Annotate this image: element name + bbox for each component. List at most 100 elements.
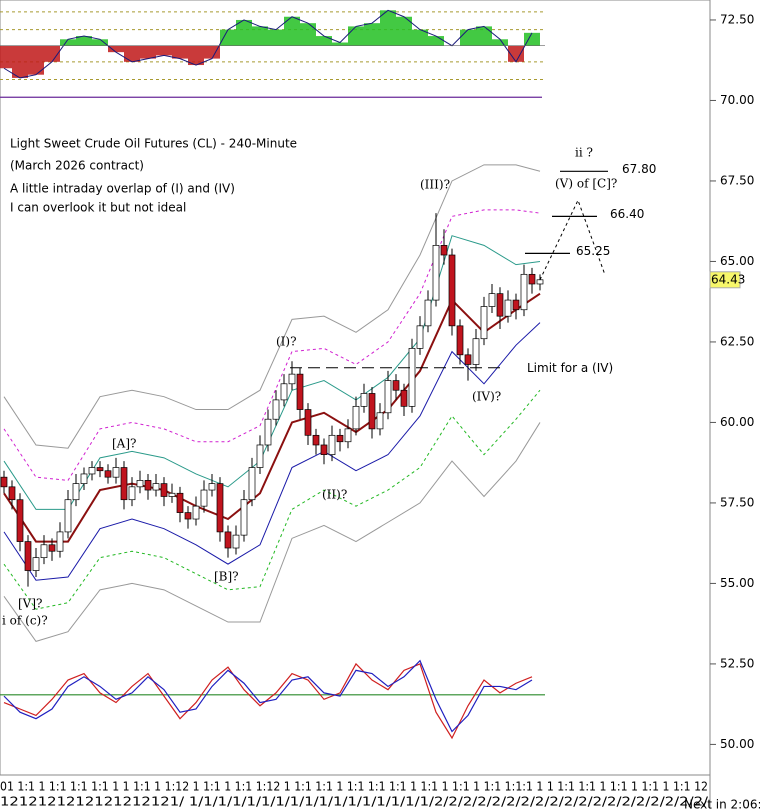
candle-body bbox=[152, 483, 160, 491]
oscillator-line bbox=[3, 662, 533, 740]
y-tick-label: 65.00 bbox=[720, 254, 754, 268]
candle-body bbox=[104, 470, 112, 478]
oscillator-line bbox=[3, 659, 533, 733]
candle-body bbox=[208, 483, 216, 491]
projection-line bbox=[539, 198, 606, 281]
candle-body bbox=[464, 354, 472, 365]
candle-body bbox=[328, 434, 336, 455]
candle-body bbox=[376, 412, 384, 430]
indicator-bar bbox=[140, 45, 156, 59]
candle-body bbox=[424, 299, 432, 327]
band-line bbox=[3, 209, 541, 481]
candle-body bbox=[16, 499, 24, 542]
indicator-bar bbox=[348, 26, 364, 46]
candle-body bbox=[96, 467, 104, 472]
y-tick-label: 72.50 bbox=[720, 12, 754, 26]
wave-label: ii ? bbox=[575, 146, 593, 160]
indicator-bar bbox=[460, 29, 476, 46]
candle-body bbox=[264, 418, 272, 446]
candle-body bbox=[504, 299, 512, 317]
indicator-bar bbox=[396, 16, 412, 46]
candle-body bbox=[160, 483, 168, 497]
candle-body bbox=[272, 399, 280, 420]
candle-body bbox=[80, 473, 88, 484]
chart-subtitle: (March 2026 contract) bbox=[10, 159, 144, 173]
note: I can overlook it but not ideal bbox=[10, 201, 186, 215]
candle-body bbox=[128, 486, 136, 501]
candle-body bbox=[8, 486, 16, 501]
indicator-bar bbox=[172, 45, 188, 59]
wave-label: (I)? bbox=[276, 335, 297, 349]
candle-body bbox=[184, 512, 192, 520]
band-line bbox=[3, 164, 541, 449]
y-tick-label: 50.00 bbox=[720, 737, 754, 751]
indicator-bar bbox=[524, 32, 540, 46]
candle-body bbox=[496, 293, 504, 317]
candle-body bbox=[360, 393, 368, 407]
y-tick-label: 57.50 bbox=[720, 495, 754, 509]
candle-body bbox=[248, 467, 256, 501]
candle-body bbox=[408, 348, 416, 407]
candle-body bbox=[48, 544, 56, 552]
candle-body bbox=[168, 492, 176, 497]
y-tick-label: 52.50 bbox=[720, 656, 754, 670]
candle-body bbox=[176, 492, 184, 513]
indicator-bar bbox=[60, 39, 76, 46]
note: A little intraday overlap of (I) and (IV… bbox=[10, 182, 235, 196]
countdown: Next in 2:06:57 bbox=[684, 798, 760, 809]
indicator-bar bbox=[380, 10, 396, 46]
band-line bbox=[3, 292, 541, 543]
candle-body bbox=[520, 273, 528, 311]
candle-body bbox=[448, 254, 456, 327]
indicator-bar bbox=[412, 29, 428, 46]
wave-label: [B]? bbox=[214, 570, 239, 584]
wave-label: [A]? bbox=[112, 437, 136, 451]
level-label: 66.40 bbox=[610, 207, 644, 221]
indicator-bar bbox=[188, 45, 204, 66]
candle-body bbox=[240, 499, 248, 536]
candle-body bbox=[64, 499, 72, 533]
limit-label: Limit for a (IV) bbox=[527, 361, 613, 375]
candle-body bbox=[192, 505, 200, 520]
band-line bbox=[3, 389, 541, 610]
level-label: 67.80 bbox=[622, 162, 656, 176]
price-label: 64.43 bbox=[711, 272, 745, 286]
indicator-bar bbox=[76, 36, 92, 46]
indicator-bar bbox=[204, 45, 220, 59]
wave-label: (II)? bbox=[322, 488, 347, 502]
candle-body bbox=[32, 557, 40, 571]
candle-body bbox=[304, 409, 312, 436]
indicator-bar bbox=[156, 45, 172, 56]
candle-body bbox=[288, 373, 296, 385]
candle-body bbox=[352, 405, 360, 430]
candle-body bbox=[384, 380, 392, 414]
candle-body bbox=[200, 489, 208, 507]
indicator-bar bbox=[364, 23, 380, 46]
plot-frame bbox=[0, 0, 711, 776]
indicator-bar bbox=[332, 42, 348, 46]
candle-body bbox=[472, 338, 480, 365]
indicator-bar bbox=[12, 45, 28, 78]
candle-body bbox=[120, 467, 128, 501]
x-tick-row: 1212121212121212121/ 1/1/1/1/1/1/1/1/1/1… bbox=[0, 795, 709, 809]
candle-body bbox=[216, 483, 224, 533]
band-line bbox=[3, 322, 541, 581]
candle-body bbox=[488, 293, 496, 307]
candle-body bbox=[72, 483, 80, 501]
candle-body bbox=[536, 279, 544, 285]
candle-body bbox=[136, 480, 144, 488]
wave-label: (III)? bbox=[420, 178, 450, 192]
indicator-bar bbox=[284, 16, 300, 46]
candle-body bbox=[400, 389, 408, 407]
chart-title: Light Sweet Crude Oil Futures (CL) - 240… bbox=[10, 137, 297, 151]
y-tick-label: 55.00 bbox=[720, 576, 754, 590]
candle-body bbox=[280, 383, 288, 401]
indicator-bar bbox=[28, 45, 44, 75]
candle-body bbox=[528, 273, 536, 285]
indicator-bar bbox=[508, 45, 524, 62]
indicator-bar bbox=[252, 26, 268, 46]
level-label: 65.25 bbox=[576, 244, 610, 258]
candle-body bbox=[336, 434, 344, 443]
y-tick-label: 67.50 bbox=[720, 173, 754, 187]
wave-label: i of (c)? bbox=[2, 614, 48, 628]
